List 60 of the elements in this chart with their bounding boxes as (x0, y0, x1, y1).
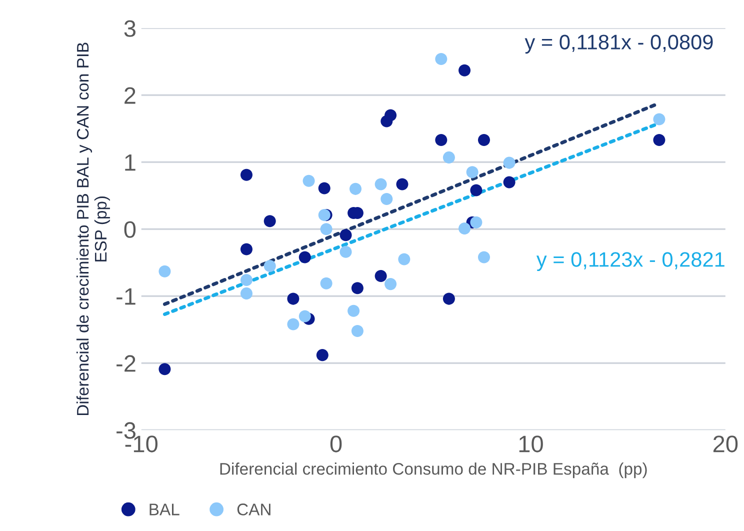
x-tick-label: 20 (713, 436, 738, 452)
point (374, 178, 387, 190)
point (298, 251, 311, 264)
point (503, 156, 516, 169)
point (320, 277, 332, 290)
point (351, 324, 364, 337)
point (435, 52, 448, 65)
y-axis-title: Diferencial de crecimiento PIB BAL y CAN con PIB ESP (pp) (76, 42, 110, 416)
annotation: y = 0,1123x - 0,2821 (536, 252, 724, 271)
point (240, 287, 252, 300)
point (318, 182, 330, 194)
point (470, 216, 482, 228)
point (458, 64, 471, 76)
y-tick-label: -2 (116, 355, 136, 372)
point (466, 166, 478, 178)
point (384, 278, 397, 290)
point (298, 310, 311, 322)
point (240, 168, 252, 181)
point (478, 134, 490, 146)
point (348, 304, 360, 317)
point (374, 270, 387, 282)
point (478, 251, 490, 264)
point (653, 113, 666, 126)
point (264, 260, 276, 272)
y-tick-label: 1 (125, 154, 136, 171)
y-tick-label: 3 (124, 20, 136, 37)
legend-label: BAL (150, 504, 180, 516)
point (302, 174, 315, 187)
y-tick-label: 0 (124, 221, 136, 238)
point (287, 318, 300, 330)
point (349, 182, 362, 195)
point (503, 176, 516, 188)
point (435, 134, 448, 146)
point (442, 292, 455, 305)
y-tick-label: 2 (124, 87, 136, 104)
point (320, 223, 332, 236)
point (384, 109, 397, 122)
x-tick-label: 10 (519, 436, 543, 452)
point (442, 151, 455, 164)
point (351, 282, 364, 294)
point (340, 246, 352, 258)
point (287, 292, 300, 305)
annotation: y = 0,1181x - 0,0809 (524, 34, 713, 54)
point (396, 178, 408, 190)
point (240, 274, 252, 286)
y-tick-label: -1 (116, 288, 136, 305)
point (240, 243, 252, 256)
point (340, 229, 352, 242)
x-axis-title: Diferencial crecimiento Consumo de NR-PIB España (pp) (220, 462, 647, 478)
point (158, 363, 171, 376)
point (398, 253, 410, 266)
legend-label: CAN (237, 504, 270, 516)
point (470, 184, 482, 196)
x-tick-label: 0 (330, 436, 342, 452)
point (653, 134, 666, 146)
point (158, 265, 171, 278)
point (264, 215, 276, 228)
point (458, 222, 471, 234)
point (380, 192, 393, 205)
point (316, 349, 328, 362)
